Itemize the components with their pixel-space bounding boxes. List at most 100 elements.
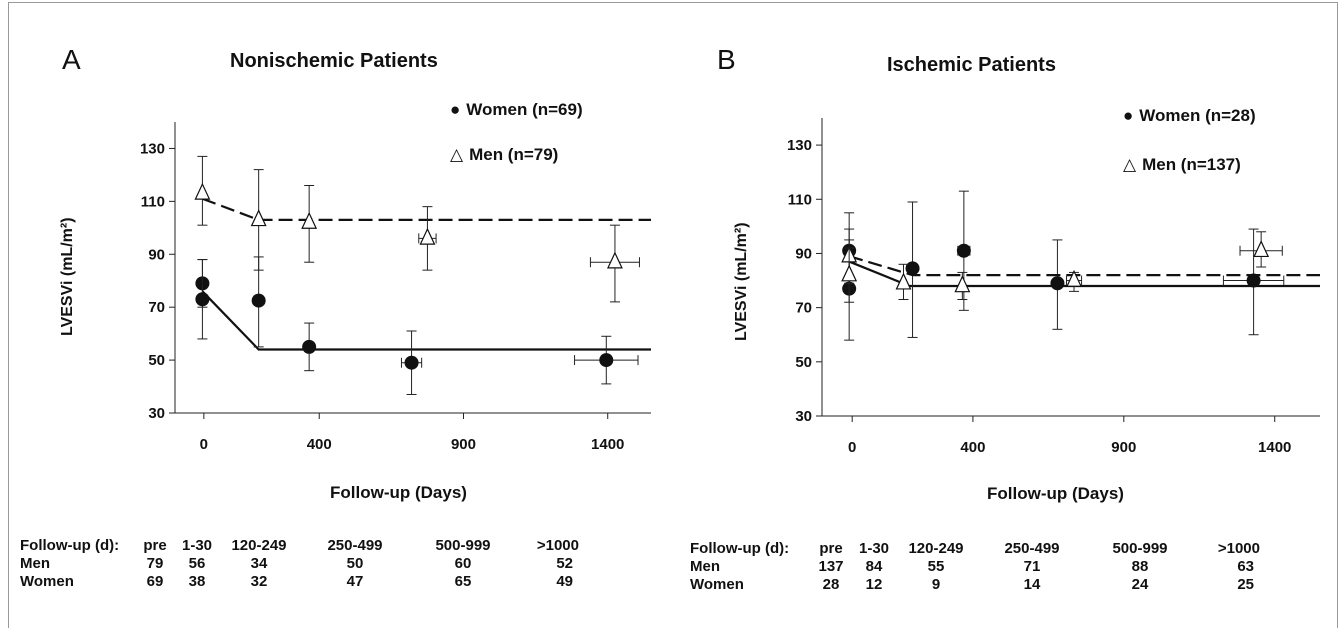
x-tick-label: 400 (307, 436, 332, 453)
table-cell: Follow-up (d): (20, 537, 120, 554)
table-cell: 50 (346, 555, 364, 572)
open-triangle-icon: △ (1123, 155, 1137, 174)
table-cell: Men (20, 555, 50, 572)
table-cell: 120-249 (908, 540, 964, 557)
y-tick-label: 30 (795, 408, 812, 425)
data-point-women (251, 293, 266, 308)
table-cell: 63 (1237, 558, 1254, 575)
table-header-row: Follow-up (d): pre 1-30 120-249 250-499 … (20, 537, 579, 555)
panel-letter: A (62, 44, 81, 75)
table-cell: 120-249 (231, 537, 287, 554)
data-point-women (956, 243, 971, 258)
table-cell: 500-999 (435, 537, 491, 554)
legend-label: Men (n=79) (469, 145, 559, 164)
data-point-men (1066, 269, 1082, 287)
data-point-women (1050, 276, 1065, 291)
panel-b-plot: 30 50 70 90 110 130 0 400 900 1400 (787, 118, 1320, 456)
table-cell: pre (819, 540, 843, 557)
y-tick-label: 70 (148, 299, 165, 316)
x-tick-label: 0 (200, 436, 208, 453)
table-row: Men 137 84 55 71 88 63 (690, 558, 1260, 576)
table-cell: 500-999 (1112, 540, 1168, 557)
table-cell: 88 (1131, 558, 1149, 575)
x-tick-label: 900 (451, 436, 476, 453)
data-point-women (1246, 273, 1261, 288)
table-cell: 84 (865, 558, 883, 575)
x-tick-label: 1400 (1258, 439, 1291, 456)
table-cell: 60 (454, 555, 472, 572)
x-tick-label: 0 (848, 439, 856, 456)
table-cell: 52 (556, 555, 573, 572)
chart-title: Nonischemic Patients (230, 50, 438, 72)
panel-a-plot: 30 50 70 90 110 130 0 400 900 1400 (140, 122, 651, 453)
panel-letter: B (717, 44, 736, 75)
table-cell: 38 (188, 573, 206, 590)
table-cell: 47 (346, 573, 364, 590)
table-cell: 14 (1023, 576, 1041, 593)
table-cell: 25 (1237, 576, 1254, 593)
fit-line-men (202, 197, 651, 221)
data-point-women (599, 353, 614, 368)
table-cell: Men (690, 558, 720, 575)
table-cell: 250-499 (1004, 540, 1060, 557)
table-cell: 1-30 (181, 537, 213, 554)
table-row: Men 79 56 34 50 60 52 (20, 555, 579, 573)
x-axis-label: Follow-up (Days) (987, 484, 1124, 503)
table-cell: 71 (1023, 558, 1041, 575)
x-tick-label: 400 (960, 439, 985, 456)
filled-circle-icon: ● (1123, 106, 1134, 125)
table-cell: 137 (818, 558, 844, 575)
x-tick-label: 1400 (591, 436, 624, 453)
legend-entry-men: △ Men (n=79) (450, 145, 558, 165)
data-point-women (195, 292, 210, 307)
data-point-men (1253, 240, 1270, 258)
table-row: Women 69 38 32 47 65 49 (20, 573, 579, 591)
table-cell: 55 (927, 558, 945, 575)
data-point-men (841, 264, 858, 282)
table-cell: Women (20, 573, 74, 590)
y-tick-label: 70 (795, 300, 812, 317)
data-point-women (905, 261, 920, 276)
table-cell: >1000 (1217, 540, 1260, 557)
data-point-men (194, 182, 211, 200)
y-tick-label: 130 (787, 137, 812, 154)
table-cell: 9 (931, 576, 941, 593)
filled-circle-icon: ● (450, 100, 461, 119)
panel-a: 30 50 70 90 110 130 0 400 900 1400 A Nonischemic … (0, 0, 669, 629)
panel-b: 30 50 70 90 110 130 0 400 900 1400 B Ischemic Pat… (669, 0, 1338, 629)
y-tick-label: 130 (140, 140, 165, 157)
table-row: Women 28 12 9 14 24 25 (690, 576, 1260, 594)
legend-label: Women (n=69) (466, 100, 583, 119)
table-cell: 28 (822, 576, 840, 593)
followup-table: Follow-up (d): pre 1-30 120-249 250-499 … (690, 540, 1260, 594)
followup-table: Follow-up (d): pre 1-30 120-249 250-499 … (20, 537, 579, 591)
table-cell: 24 (1131, 576, 1149, 593)
chart-title: Ischemic Patients (887, 54, 1056, 76)
fit-line-men (848, 255, 1320, 277)
y-tick-label: 110 (788, 191, 812, 208)
table-cell: 49 (556, 573, 573, 590)
table-cell: 65 (454, 573, 472, 590)
figure-frame (8, 2, 1338, 628)
fit-line-women (201, 290, 651, 351)
y-tick-label: 110 (141, 193, 165, 210)
table-cell: >1000 (536, 537, 579, 554)
table-cell: 1-30 (858, 540, 890, 557)
x-tick-label: 900 (1111, 439, 1136, 456)
legend-entry-women: ● Women (n=69) (450, 100, 583, 120)
table-cell: 12 (865, 576, 883, 593)
data-point-men (606, 251, 623, 269)
y-tick-label: 90 (148, 246, 165, 263)
y-axis-label: LVESVi (mL/m²) (59, 217, 76, 336)
y-tick-label: 30 (148, 405, 165, 422)
open-triangle-icon: △ (450, 145, 464, 164)
table-cell: 79 (146, 555, 164, 572)
y-tick-label: 50 (795, 354, 812, 371)
table-cell: pre (143, 537, 167, 554)
data-point-men (301, 211, 318, 229)
legend-label: Women (n=28) (1139, 106, 1256, 125)
y-axis-label: LVESVi (mL/m²) (733, 222, 750, 341)
legend-entry-men: △ Men (n=137) (1123, 155, 1241, 175)
data-point-women (302, 339, 317, 354)
data-point-men (250, 209, 267, 227)
